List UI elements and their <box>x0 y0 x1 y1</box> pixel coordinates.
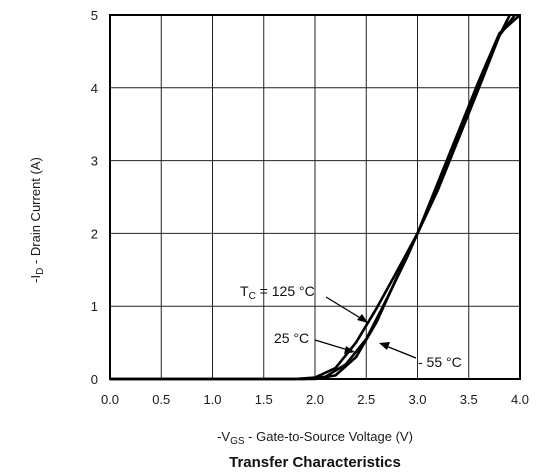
annotation-25c-arrow <box>314 339 349 351</box>
x-tick-label: 2.0 <box>306 392 324 407</box>
x-axis-label: -VGS - Gate-to-Source Voltage (V) <box>217 429 413 447</box>
annotation-minus55c-arrow <box>385 345 417 359</box>
x-tick-label: 3.0 <box>408 392 426 407</box>
grid <box>109 14 521 380</box>
series-lines <box>110 14 521 381</box>
y-tick-label: 1 <box>91 299 98 314</box>
annotation-minus55c: - 55 °C <box>418 354 462 370</box>
series-line-1 <box>110 14 516 381</box>
annotation-125c-arrow <box>325 296 363 320</box>
annotation-minus55c-arrowhead <box>379 342 390 350</box>
series-line-2 <box>110 14 521 381</box>
x-tick-labels: 0.0 0.5 1.0 1.5 2.0 2.5 3.0 3.5 4.0 <box>101 392 529 407</box>
x-tick-label: 1.5 <box>255 392 273 407</box>
annotation-25c-arrowhead <box>344 346 355 354</box>
annotation-125c-arrowhead <box>357 314 368 323</box>
y-tick-label: 4 <box>91 81 98 96</box>
series-line-0 <box>110 14 511 381</box>
y-tick-label: 2 <box>91 226 98 241</box>
x-tick-label: 0.0 <box>101 392 119 407</box>
y-tick-label: 5 <box>91 8 98 23</box>
y-tick-label: 0 <box>91 372 98 387</box>
y-axis-label: -ID - Drain Current (A) <box>28 157 46 283</box>
chart-title: Transfer Characteristics <box>229 454 401 471</box>
annotation-25c: 25 °C <box>274 330 309 346</box>
x-tick-label: 3.5 <box>460 392 478 407</box>
annotation-125c: TC = 125 °C <box>240 283 315 302</box>
x-tick-label: 4.0 <box>511 392 529 407</box>
x-tick-label: 2.5 <box>357 392 375 407</box>
y-tick-label: 3 <box>91 154 98 169</box>
x-tick-label: 1.0 <box>203 392 221 407</box>
x-tick-label: 0.5 <box>152 392 170 407</box>
y-tick-labels: 0 1 2 3 4 5 <box>91 8 98 387</box>
